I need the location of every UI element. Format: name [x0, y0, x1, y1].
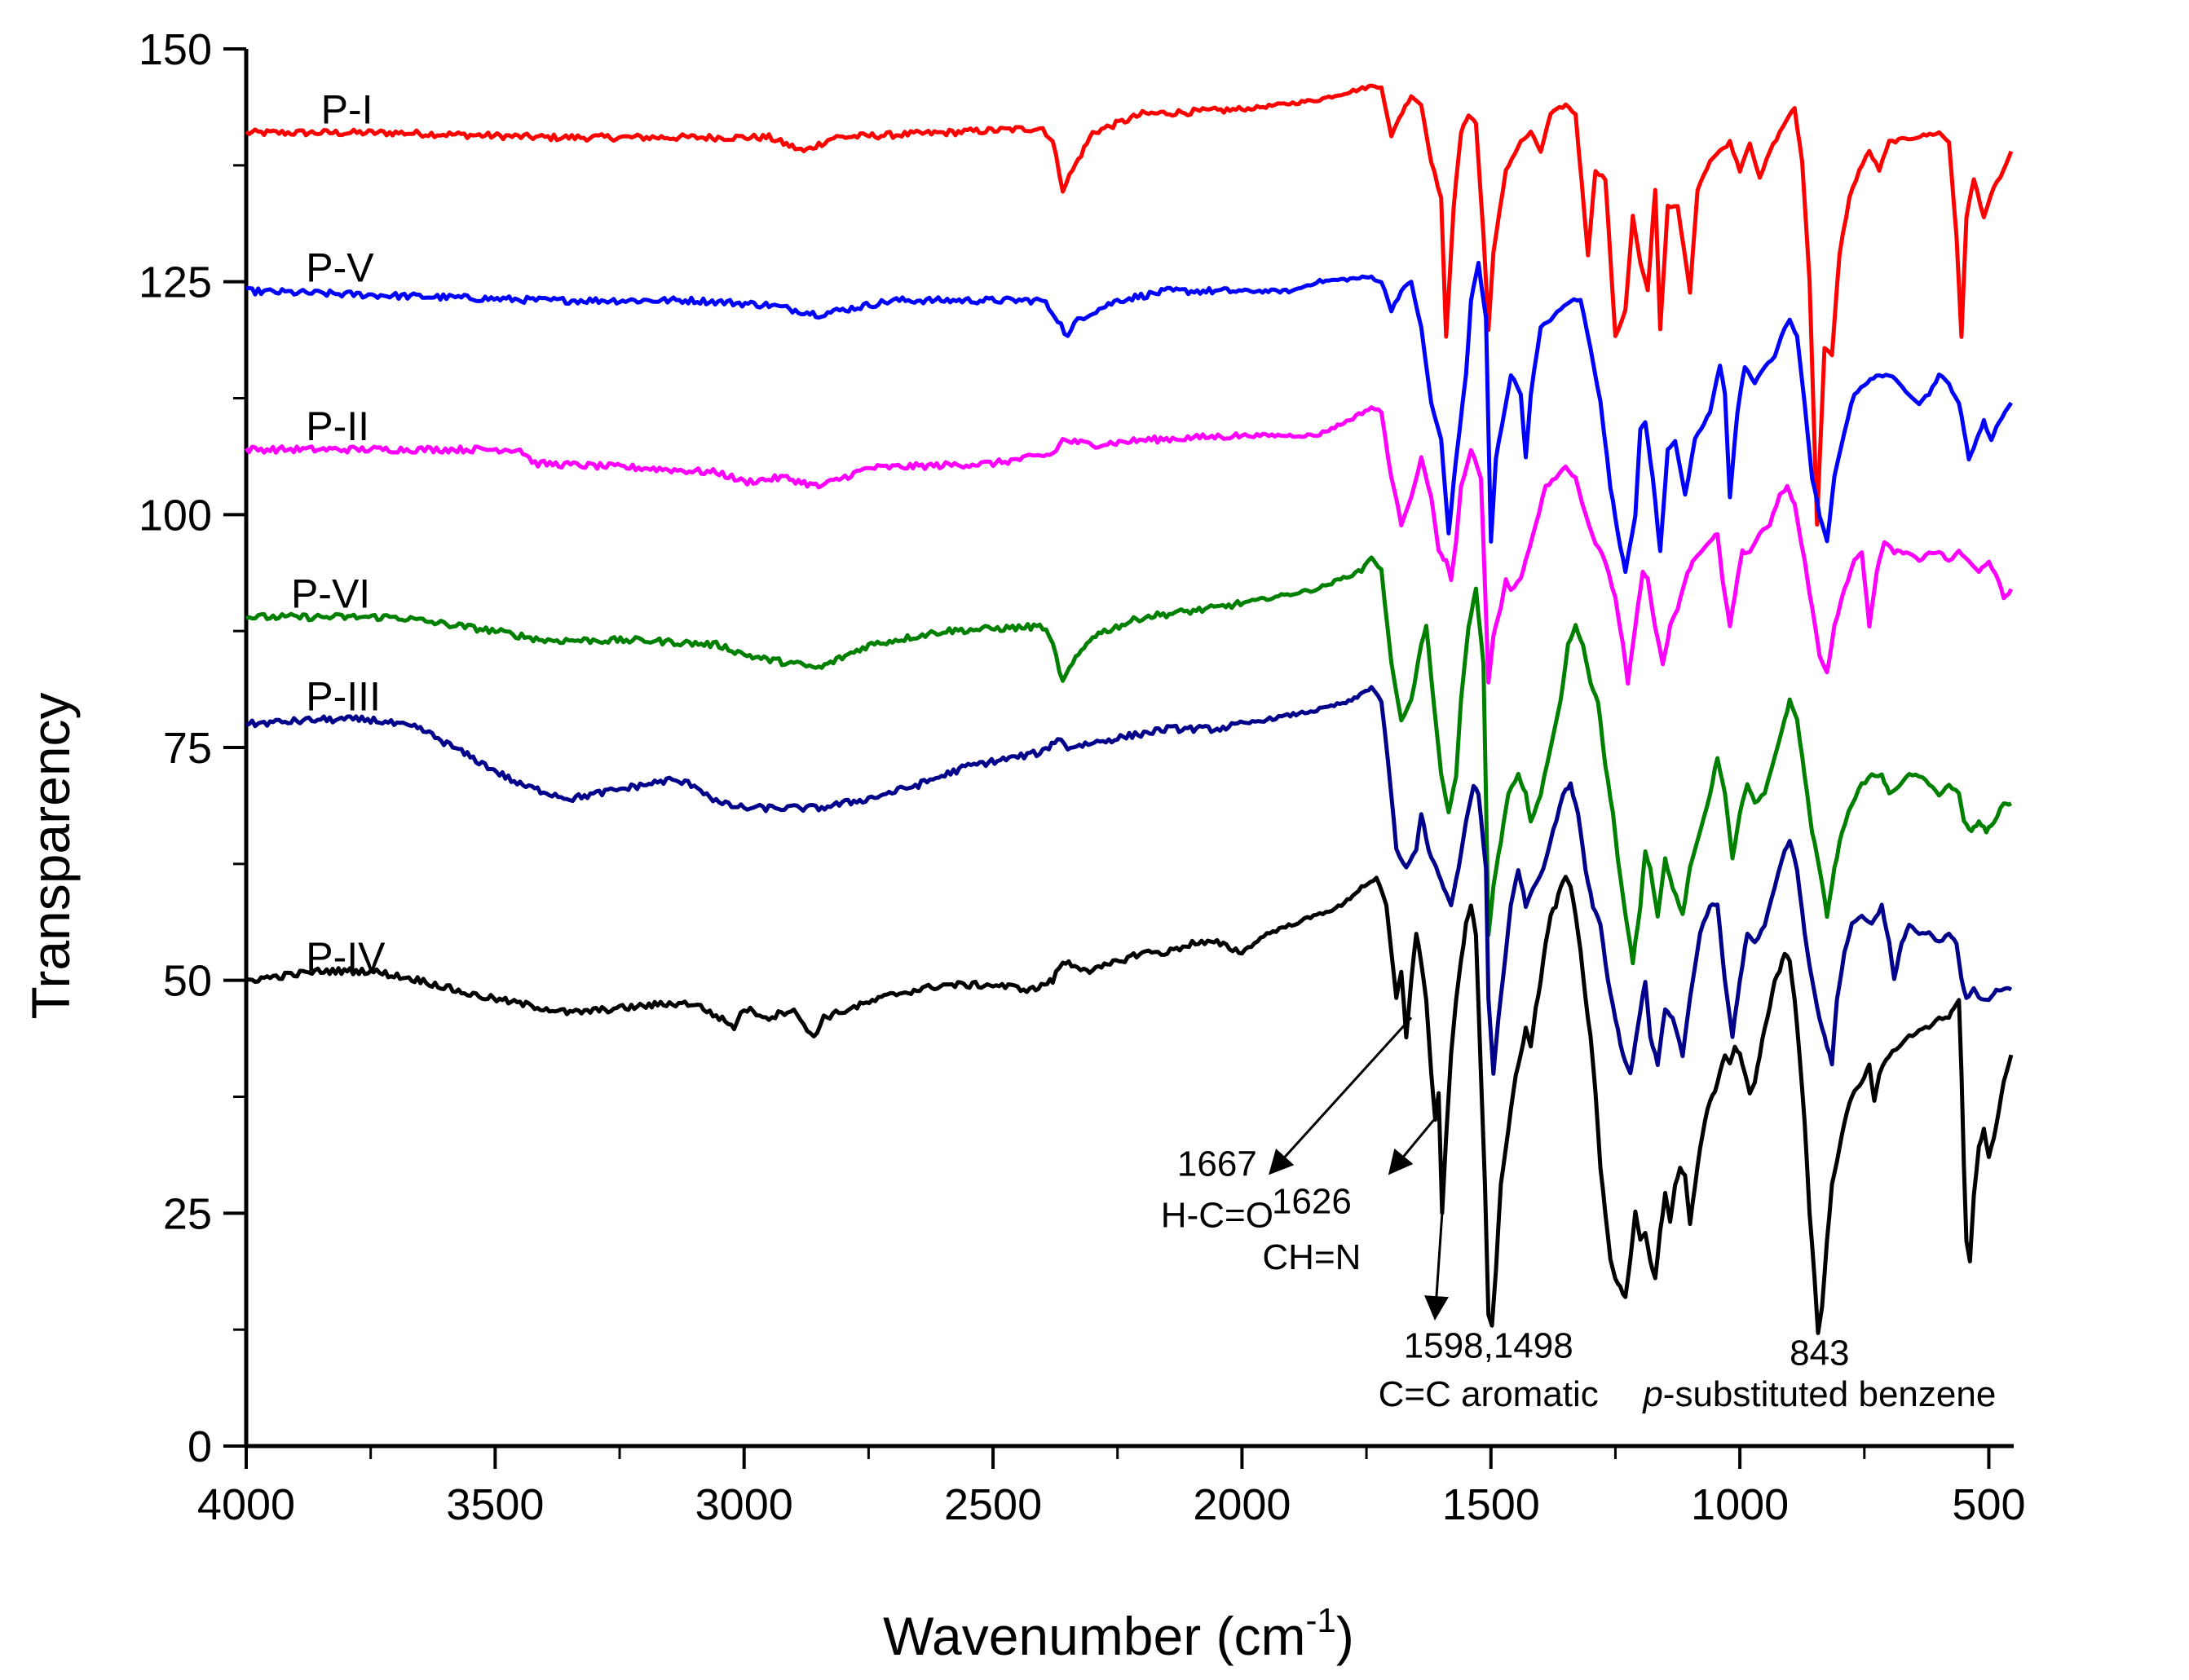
series-line-P-IV: [245, 875, 2014, 1335]
y-tick-label: 150: [139, 25, 212, 74]
x-axis-title-sup: -1: [1306, 1601, 1336, 1639]
y-tick-label: 25: [163, 1189, 212, 1238]
series-label-P-IV: P-IV: [306, 934, 386, 980]
annotation-value: 1598,1498: [1404, 1325, 1573, 1365]
series-label-P-III: P-III: [306, 673, 381, 719]
y-axis-title: Transparency: [20, 692, 81, 1019]
x-tick-label: 3500: [446, 1480, 544, 1529]
x-tick-label: 500: [1952, 1480, 2025, 1529]
series-label-P-I: P-I: [321, 86, 373, 132]
annotation-label: C=C aromatic: [1379, 1374, 1599, 1414]
x-tick-label: 1000: [1691, 1480, 1789, 1529]
annotation-label: H-C=O: [1161, 1195, 1273, 1235]
series-line-P-VI: [245, 555, 2013, 966]
series-line-P-II: [245, 405, 2014, 686]
annotation-label-rest: -substituted benzene: [1663, 1374, 1997, 1414]
x-tick-label: 2500: [944, 1480, 1042, 1529]
x-tick-label: 3000: [695, 1480, 793, 1529]
annotation-arrow: [1269, 1016, 1413, 1175]
annotation-value: 1626: [1272, 1181, 1352, 1221]
series-label-P-II: P-II: [306, 403, 369, 449]
x-axis-title: Wavenumber (cm-1): [883, 1601, 1354, 1666]
annotation-value: 1667: [1177, 1144, 1257, 1184]
annotation-arrow: [1424, 1213, 1449, 1321]
series-label-P-V: P-V: [306, 245, 374, 291]
y-tick-label: 75: [163, 724, 212, 773]
x-axis-title-main: Wavenumber (cm: [883, 1606, 1305, 1666]
x-axis-title-close: ): [1336, 1606, 1354, 1666]
x-tick-label: 2000: [1193, 1480, 1291, 1529]
series-label-P-VI: P-VI: [291, 571, 370, 617]
annotation-arrow: [1388, 1119, 1435, 1175]
series-layer: P-I P-V P-II P-VI P-III P-IV: [245, 83, 2014, 1335]
series-line-P-III: [245, 685, 2013, 1076]
y-tick-label: 125: [139, 258, 212, 307]
y-tick-label: 100: [139, 491, 212, 540]
series-line-P-I: [245, 83, 2014, 527]
annotation-label: CH=N: [1262, 1237, 1361, 1277]
series-line-P-V: [245, 261, 2013, 575]
annotation-label: p-substituted benzene: [1641, 1374, 1996, 1414]
x-tick-label: 4000: [197, 1480, 295, 1529]
y-tick-label: 0: [188, 1422, 212, 1471]
x-tick-label: 1500: [1442, 1480, 1540, 1529]
y-tick-label: 50: [163, 957, 212, 1006]
annotation-value: 843: [1790, 1334, 1849, 1374]
annotation-label-prefix: p: [1641, 1374, 1662, 1414]
axes: 0 25 50 75 100 125 150 4000 3500 3000 2500 2000 1500…: [139, 25, 2026, 1529]
